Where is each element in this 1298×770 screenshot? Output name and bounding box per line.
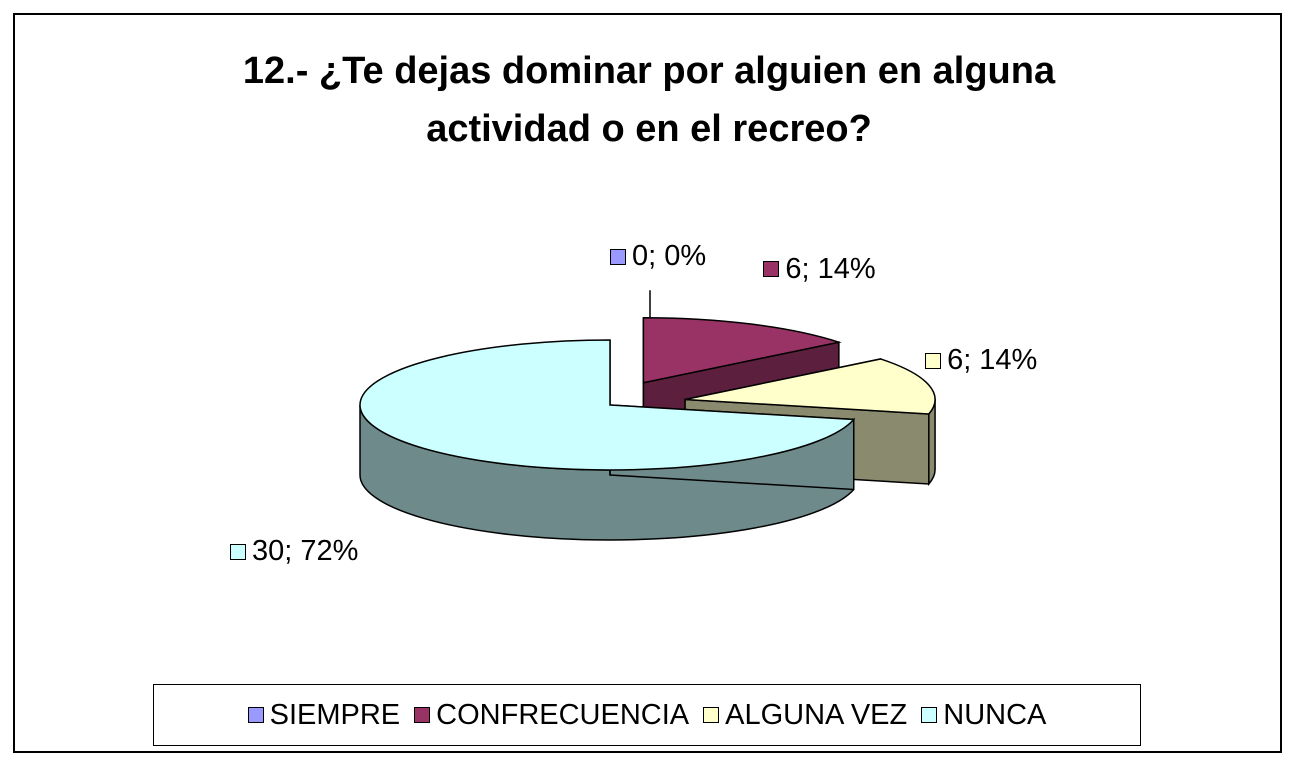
legend-swatch <box>703 707 720 723</box>
data-label-swatch <box>925 352 942 369</box>
chart-title-line-1: 12.- ¿Te dejas dominar por alguien en al… <box>242 50 1056 92</box>
data-label-text: 0; 0% <box>632 240 707 273</box>
legend-item-confrecuencia: CONFRECUENCIA <box>414 699 689 732</box>
legend-swatch <box>414 707 431 723</box>
pie-slice-alguna-vez <box>684 358 936 415</box>
legend-label: SIEMPRE <box>269 698 401 731</box>
legend-swatch <box>247 707 264 723</box>
data-label-confrecuencia: 6; 14% <box>763 252 876 286</box>
legend-label: ALGUNA VEZ <box>725 698 908 731</box>
data-label-siempre: 0; 0% <box>610 240 706 273</box>
data-label-text: 6; 14% <box>785 252 876 285</box>
legend-label: CONFRECUENCIA <box>436 698 690 731</box>
legend-item-nunca: NUNCA <box>921 699 1046 732</box>
data-label-text: 6; 14% <box>947 344 1038 377</box>
legend-label: NUNCA <box>943 698 1047 731</box>
chart-title-line-2: actividad o en el recreo? <box>426 108 872 150</box>
data-label-swatch <box>230 543 246 560</box>
data-label-text: 30; 72% <box>252 535 359 567</box>
legend-item-alguna-vez: ALGUNA VEZ <box>703 699 907 732</box>
legend-swatch <box>921 707 938 723</box>
data-label-nunca: 30; 72% <box>230 535 358 568</box>
data-label-swatch <box>763 261 780 278</box>
chart-title: 12.- ¿Te dejas dominar por alguien en al… <box>0 42 1298 158</box>
pie-slice-confrecuencia <box>642 316 842 384</box>
legend-item-siempre: SIEMPRE <box>247 698 401 732</box>
pie-slice-nunca <box>359 339 856 471</box>
data-label-swatch <box>610 248 626 265</box>
data-label-alguna-vez: 6; 14% <box>925 344 1037 377</box>
legend: SIEMPRE CONFRECUENCIA ALGUNA VEZ NUNCA <box>153 684 1141 746</box>
